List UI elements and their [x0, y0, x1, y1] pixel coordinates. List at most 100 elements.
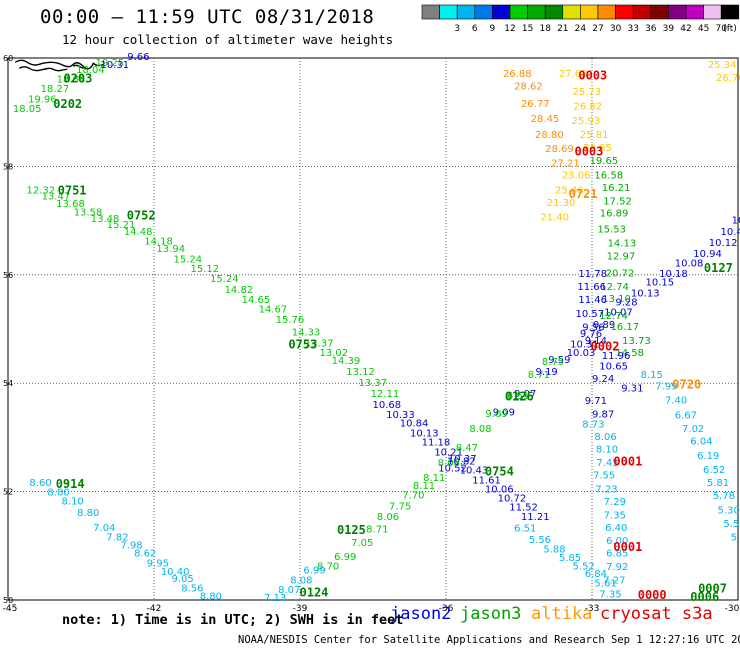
wave-height-value: 10.31	[570, 339, 599, 350]
legend-swatch	[474, 4, 493, 20]
wave-height-value: 10.13	[631, 288, 660, 299]
pass-time-label: 0125	[337, 523, 366, 537]
x-tick-label: -30	[725, 604, 740, 614]
wave-height-value: 9.56	[582, 323, 604, 334]
wave-height-value: 5.85	[559, 553, 581, 564]
wave-height-value: 5.81	[707, 478, 729, 489]
wave-height-value: 9.71	[585, 396, 607, 407]
wave-height-value: 7.13	[264, 593, 286, 604]
wave-height-value: 8.06	[377, 512, 399, 523]
legend-swatch	[421, 4, 440, 20]
wave-height-value: 16.21	[602, 183, 631, 194]
wave-height-value: 8.80	[77, 508, 99, 519]
wave-height-value: 28.62	[514, 81, 543, 92]
wave-height-value: 5.32	[731, 532, 740, 543]
wave-height-value: 10.43	[460, 466, 489, 477]
wave-height-value: 10.57	[575, 309, 604, 320]
wave-height-value: 5.55	[723, 519, 740, 530]
wave-height-value: 10.15	[646, 278, 675, 289]
wave-height-value: 7.04	[93, 523, 115, 534]
wave-height-value: 5.61	[594, 578, 616, 589]
wave-height-value: 17.52	[603, 196, 632, 207]
wave-height-value: 7.82	[106, 532, 128, 543]
wave-height-value: 8.70	[317, 562, 339, 573]
wave-height-value: 25.46	[555, 186, 584, 197]
pass-time-label: 0001	[613, 455, 642, 469]
coastline-path	[14, 59, 104, 72]
wave-height-value: 16.58	[594, 170, 623, 181]
pass-time-labels: 0203 0202 0751 0752 0753 0914 0125 0124 0754 0126…	[53, 69, 733, 604]
wave-height-value: 11.78	[578, 269, 607, 280]
legend-tick-label: 6	[472, 24, 478, 34]
wave-height-value: 6.19	[697, 451, 719, 462]
wave-height-value: 14.82	[225, 285, 254, 296]
wave-height-value: 19.25	[96, 58, 125, 69]
legend-tick-label: 42	[680, 24, 691, 34]
legend-swatch	[544, 4, 564, 20]
legend-swatch	[650, 4, 669, 20]
wave-height-value: 8.08	[469, 424, 491, 435]
pass-time-label: 0126	[505, 390, 534, 404]
wave-height-value: 13.48	[91, 214, 120, 225]
wave-height-value: 10.73	[732, 215, 740, 226]
wave-height-value: 25.34	[708, 60, 737, 71]
legend-tick-label: 9	[490, 24, 496, 34]
wave-height-value: 7.27	[603, 576, 625, 587]
wave-height-value: 8.07	[278, 585, 300, 596]
legend-swatch	[632, 4, 652, 20]
plot-frame	[7, 57, 739, 601]
wave-height-value: 13.94	[156, 244, 185, 255]
y-tick-label: 58	[3, 162, 13, 171]
wave-height-value: 15.24	[210, 274, 239, 285]
chart-grid	[7, 57, 739, 601]
wave-height-value: 18.27	[41, 84, 70, 95]
wave-height-value: 13.58	[74, 208, 103, 219]
wave-height-value: 7.70	[402, 491, 424, 502]
wave-height-value: 7.92	[606, 562, 628, 573]
wave-height-value: 8.80	[47, 487, 69, 498]
wave-height-value: 8.51	[507, 391, 529, 402]
wave-height-value: 12.32	[26, 186, 55, 197]
wave-height-value: 27.21	[551, 158, 580, 169]
y-tick-label: 56	[3, 271, 13, 280]
wave-height-value: 10.82	[447, 457, 476, 468]
wave-height-value: 10.72	[498, 493, 527, 504]
wave-height-value: 11.46	[578, 295, 607, 306]
wave-height-value: 6.51	[514, 524, 536, 535]
wave-height-value: 8.08	[438, 458, 460, 469]
legend-tick-label: 21	[557, 24, 568, 34]
legend-tick-label: 27	[592, 24, 603, 34]
wave-height-value: 6.84	[585, 569, 607, 580]
wave-height-value: 15.21	[107, 220, 136, 231]
legend-tick-label: 3	[454, 24, 460, 34]
legend-tick-label: 39	[663, 24, 675, 34]
wave-height-value: 19.96	[28, 94, 57, 105]
wave-height-value: 15.76	[276, 315, 305, 326]
wave-height-value: 26.76	[716, 73, 740, 84]
wave-height-value: 12.11	[371, 389, 400, 400]
wave-height-value: 7.45	[596, 458, 618, 469]
wave-height-value: 6.00	[606, 536, 628, 547]
legend-tick-label: 33	[627, 24, 638, 34]
wave-height-value: 5.88	[543, 544, 565, 555]
wave-height-value: 8.71	[528, 370, 550, 381]
wave-height-value: 6.40	[605, 523, 627, 534]
wave-height-value: 8.15	[641, 370, 663, 381]
wave-height-value: 5.52	[573, 562, 595, 573]
legend-swatch	[456, 4, 476, 20]
wave-height-value: 5.30	[718, 505, 740, 516]
x-tick-label: -45	[3, 604, 18, 614]
wave-height-value: 9.59	[548, 355, 570, 366]
legend-altika: altika	[531, 604, 593, 624]
wave-height-value: 10.07	[604, 307, 633, 318]
wave-height-value: 12.74	[599, 311, 628, 322]
wave-height-value: 13.37	[305, 338, 334, 349]
wave-height-value: 14.18	[144, 236, 173, 247]
pass-time-label: 0000	[638, 588, 667, 602]
wave-height-value: 23.65	[583, 143, 612, 154]
wave-height-value: 13.12	[346, 367, 375, 378]
pass-time-label: 0721	[569, 187, 598, 201]
wave-height-value: 10.65	[599, 362, 628, 373]
wave-height-value: 9.31	[621, 383, 643, 394]
wave-height-value: 23.06	[562, 170, 591, 181]
